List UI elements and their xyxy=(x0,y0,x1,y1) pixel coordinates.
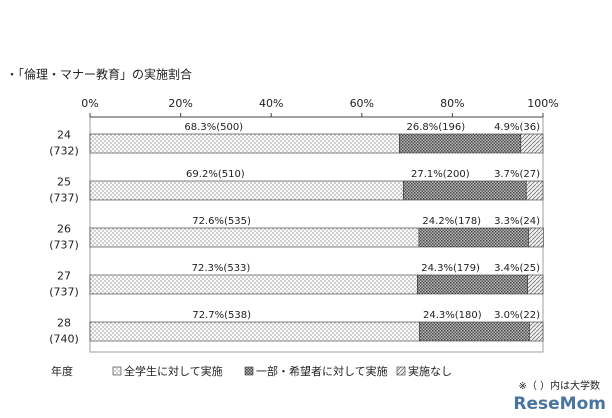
value-label: 4.9%(36) xyxy=(494,122,540,133)
value-label: 3.4%(25) xyxy=(494,263,540,274)
x-tick-label: 20% xyxy=(168,97,192,110)
category-total: (740) xyxy=(49,333,79,346)
category-total: (732) xyxy=(49,145,79,158)
value-label: 72.6%(535) xyxy=(192,216,251,227)
chart-title: ・「倫理・マナー教育」の実施割合 xyxy=(6,67,192,82)
value-label: 3.7%(27) xyxy=(494,169,540,180)
watermark: ReseMom xyxy=(513,394,606,414)
legend-swatch xyxy=(244,366,254,376)
bar-segment xyxy=(529,321,544,342)
bar-segment xyxy=(527,274,544,295)
bar-segment xyxy=(417,274,528,295)
value-label: 72.3%(533) xyxy=(192,263,251,274)
x-tick-label: 0% xyxy=(81,97,98,110)
legend-label: 一部・希望者に対して実施 xyxy=(256,364,388,378)
value-label: 24.2%(178) xyxy=(422,216,481,227)
category-total: (737) xyxy=(49,286,79,299)
legend-label: 実施なし xyxy=(408,364,452,378)
value-label: 24.3%(179) xyxy=(421,263,480,274)
bar-segment xyxy=(89,180,404,201)
value-label: 27.1%(200) xyxy=(411,169,470,180)
value-label: 3.0%(22) xyxy=(494,310,540,321)
bar-segment xyxy=(520,133,544,154)
category-total: (737) xyxy=(49,239,79,252)
category-total: (737) xyxy=(49,192,79,205)
category-label: 26 xyxy=(57,223,71,236)
value-label: 26.8%(196) xyxy=(406,122,465,133)
bar-segment xyxy=(403,180,527,201)
bar-segment xyxy=(528,227,544,248)
value-label: 3.3%(24) xyxy=(494,216,540,227)
bar-segment xyxy=(419,321,530,342)
x-tick-label: 40% xyxy=(259,97,283,110)
category-label: 28 xyxy=(57,317,71,330)
bar-segment xyxy=(89,133,400,154)
bar-segment xyxy=(418,227,529,248)
category-label: 27 xyxy=(57,270,71,283)
x-tick-label: 60% xyxy=(350,97,374,110)
value-label: 72.7%(538) xyxy=(192,310,251,321)
bar-segment xyxy=(89,274,418,295)
legend-swatch xyxy=(396,366,406,376)
legend-swatch xyxy=(112,366,122,376)
value-label: 24.3%(180) xyxy=(423,310,482,321)
legend-label: 全学生に対して実施 xyxy=(124,364,223,378)
category-label: 25 xyxy=(57,176,71,189)
value-label: 68.3%(500) xyxy=(184,122,243,133)
category-label: 24 xyxy=(57,129,71,142)
bar-segment xyxy=(89,321,420,342)
x-tick-label: 80% xyxy=(440,97,464,110)
bar-segment xyxy=(399,133,522,154)
value-label: 69.2%(510) xyxy=(186,169,245,180)
bar-segment xyxy=(525,180,544,201)
note: ※（ ）内は大学数 xyxy=(518,379,600,392)
x-tick-label: 100% xyxy=(527,97,558,110)
bar-segment xyxy=(89,227,420,248)
y-axis-label: 年度 xyxy=(51,364,73,378)
